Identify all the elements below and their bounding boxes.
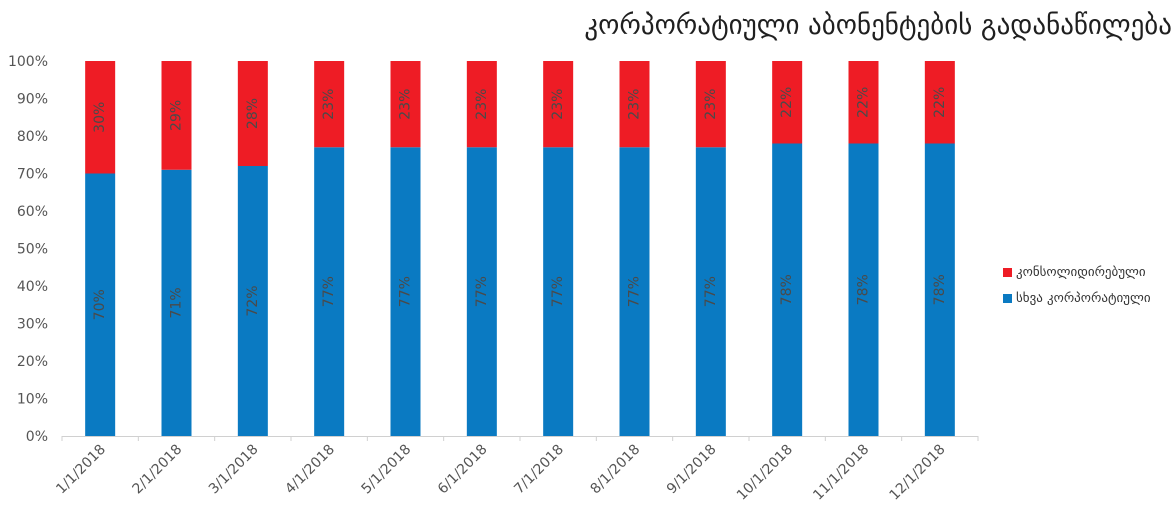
data-label-other-corporate: 78% — [856, 274, 872, 305]
data-label-other-corporate: 77% — [474, 276, 490, 307]
x-tick-label: 11/1/2018 — [810, 442, 872, 504]
bar-other-corporate — [924, 143, 955, 436]
bar-consolidated — [619, 61, 650, 148]
y-tick-label: 90% — [17, 92, 48, 108]
chart-title: კორპორატიული აბონენტების გადანაწილება — [584, 10, 1172, 41]
bar-consolidated — [924, 61, 955, 144]
legend-swatch-other-corporate — [1003, 293, 1012, 303]
y-tick-label: 0% — [26, 429, 48, 445]
bar-consolidated — [85, 61, 116, 174]
bar-other-corporate — [848, 143, 879, 436]
data-label-consolidated: 23% — [550, 89, 566, 120]
x-tick-label: 4/1/2018 — [282, 442, 338, 498]
y-tick-label: 60% — [17, 204, 48, 220]
x-tick-label: 9/1/2018 — [664, 442, 720, 498]
bar-other-corporate — [619, 147, 650, 436]
y-tick-label: 70% — [17, 167, 48, 183]
legend-item-other-corporate: სხვა კორპორატიული — [1003, 285, 1151, 311]
bar-consolidated — [390, 61, 421, 148]
bar-consolidated — [466, 61, 497, 148]
bar-other-corporate — [466, 147, 497, 436]
data-label-consolidated: 29% — [169, 100, 185, 131]
y-tick-label: 20% — [17, 354, 48, 370]
bar-other-corporate — [237, 166, 268, 436]
y-tick-label: 40% — [17, 279, 48, 295]
data-label-consolidated: 22% — [856, 87, 872, 118]
bar-consolidated — [695, 61, 726, 148]
bar-consolidated — [543, 61, 574, 148]
x-tick-label: 12/1/2018 — [887, 442, 949, 504]
chart-legend: კონსოლიდირებული სხვა კორპორატიული — [1003, 259, 1151, 311]
data-label-other-corporate: 72% — [245, 285, 261, 316]
data-label-other-corporate: 77% — [321, 276, 337, 307]
legend-item-consolidated: კონსოლიდირებული — [1003, 259, 1151, 285]
data-label-other-corporate: 78% — [932, 274, 948, 305]
data-label-consolidated: 23% — [474, 89, 490, 120]
x-tick-label: 10/1/2018 — [734, 442, 796, 504]
bar-consolidated — [237, 61, 268, 166]
x-tick-label: 6/1/2018 — [435, 442, 491, 498]
data-label-consolidated: 23% — [627, 89, 643, 120]
legend-label-other-corporate: სხვა კორპორატიული — [1016, 290, 1151, 306]
bar-other-corporate — [772, 143, 803, 436]
bar-other-corporate — [543, 147, 574, 436]
bar-other-corporate — [390, 147, 421, 436]
y-tick-label: 30% — [17, 317, 48, 333]
x-tick-label: 7/1/2018 — [511, 442, 567, 498]
legend-label-consolidated: კონსოლიდირებული — [1016, 264, 1146, 280]
legend-swatch-consolidated — [1003, 267, 1012, 277]
y-tick-label: 10% — [17, 392, 48, 408]
data-label-other-corporate: 77% — [550, 276, 566, 307]
bar-other-corporate — [161, 169, 192, 436]
x-tick-label: 1/1/2018 — [53, 442, 109, 498]
data-label-consolidated: 23% — [703, 89, 719, 120]
bar-other-corporate — [85, 173, 116, 436]
data-label-consolidated: 22% — [779, 87, 795, 118]
y-tick-label: 50% — [17, 242, 48, 258]
data-label-other-corporate: 77% — [703, 276, 719, 307]
bar-other-corporate — [314, 147, 345, 436]
data-label-consolidated: 22% — [932, 87, 948, 118]
data-label-other-corporate: 70% — [92, 289, 108, 320]
data-label-other-corporate: 78% — [779, 274, 795, 305]
data-label-other-corporate: 77% — [627, 276, 643, 307]
x-tick-label: 3/1/2018 — [206, 442, 262, 498]
y-tick-label: 100% — [8, 54, 48, 70]
x-tick-label: 5/1/2018 — [359, 442, 415, 498]
bar-other-corporate — [695, 147, 726, 436]
data-label-consolidated: 28% — [245, 98, 261, 129]
bar-consolidated — [848, 61, 879, 144]
bar-consolidated — [161, 61, 192, 170]
bar-consolidated — [314, 61, 345, 148]
data-label-consolidated: 23% — [321, 89, 337, 120]
bar-consolidated — [772, 61, 803, 144]
data-label-other-corporate: 77% — [398, 276, 414, 307]
x-tick-label: 2/1/2018 — [130, 442, 186, 498]
x-tick-label: 8/1/2018 — [588, 442, 644, 498]
y-tick-label: 80% — [17, 129, 48, 145]
data-label-consolidated: 23% — [398, 89, 414, 120]
data-label-consolidated: 30% — [92, 102, 108, 133]
data-label-other-corporate: 71% — [169, 287, 185, 318]
